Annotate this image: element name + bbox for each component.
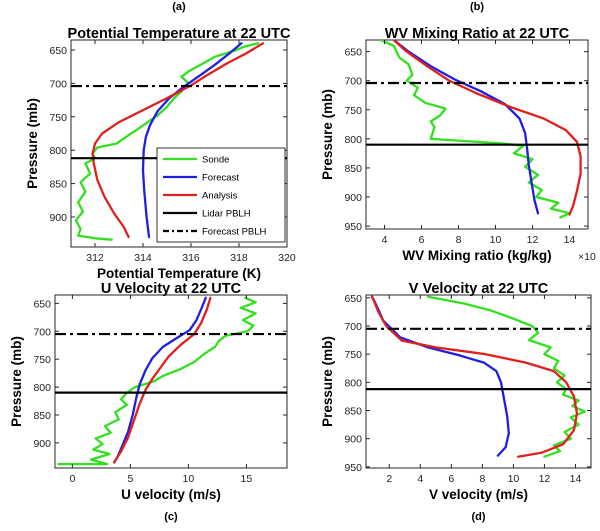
y-tick-label: 800 xyxy=(344,377,362,389)
y-tick-label: 800 xyxy=(33,382,51,394)
y-tick-label: 850 xyxy=(33,410,51,422)
panel-c: 0 5 10 15 650 700 750 800 850 900 U Velocity at 22… xyxy=(9,281,288,523)
y-tick-label: 750 xyxy=(49,112,67,124)
y-tick-label: 750 xyxy=(344,105,362,117)
series-line-sonde xyxy=(74,42,260,241)
x-axis-label: V velocity (m/s) xyxy=(429,487,528,502)
plot-area xyxy=(365,294,592,469)
x-axis-label: WV Mixing ratio (kg/kg) xyxy=(402,248,551,263)
x-multiplier: ×10 xyxy=(578,251,596,263)
x-tick-label: 15 xyxy=(241,473,253,485)
x-tick-label: 14 xyxy=(564,234,576,246)
x-tick-label: 320 xyxy=(278,252,296,264)
panel-a: 312 314 316 318 320 650 700 750 800 850 900 Potenti… xyxy=(25,1,296,281)
plot-content xyxy=(71,42,287,241)
y-tick-label: 900 xyxy=(49,212,67,224)
panel-letter: (c) xyxy=(164,511,178,523)
x-tick-label: 12 xyxy=(539,473,551,485)
y-tick-label: 800 xyxy=(49,145,67,157)
y-tick-label: 650 xyxy=(33,298,51,310)
y-tick-label: 700 xyxy=(344,76,362,88)
y-tick-label: 750 xyxy=(33,354,51,366)
y-axis-label: Pressure (mb) xyxy=(320,336,335,427)
panel-title: V Velocity at 22 UTC xyxy=(409,281,549,297)
plot-content xyxy=(366,40,588,219)
y-tick-label: 700 xyxy=(344,321,362,333)
x-tick-label: 316 xyxy=(182,252,200,264)
series-line-sonde xyxy=(57,296,257,466)
x-tick-label: 6 xyxy=(419,234,425,246)
legend: Sonde Forecast Analysis Lidar PBLH Forecast … xyxy=(156,147,286,243)
series-line-analysis xyxy=(113,296,212,464)
x-tick-label: 5 xyxy=(127,473,133,485)
y-axis-label: Pressure (mb) xyxy=(25,98,40,189)
legend-label-analysis: Analysis xyxy=(202,191,238,202)
series-line-forecast xyxy=(113,296,207,464)
series-line-sonde xyxy=(426,295,586,458)
y-tick-label: 850 xyxy=(49,179,67,191)
x-tick-label: 10 xyxy=(183,473,195,485)
y-tick-label: 650 xyxy=(344,47,362,59)
y-tick-label: 800 xyxy=(344,134,362,146)
x-tick-label: 14 xyxy=(570,473,582,485)
series-line-analysis xyxy=(392,40,582,216)
y-tick-label: 900 xyxy=(344,192,362,204)
panel-title: Potential Temperature at 22 UTC xyxy=(68,26,291,42)
panel-b: 4 6 8 10 12 14 650 700 750 800 850 900 950 WV Mixing … xyxy=(320,1,596,263)
x-tick-label: 10 xyxy=(508,473,520,485)
y-tick-label: 650 xyxy=(49,45,67,57)
x-tick-label: 312 xyxy=(86,252,104,264)
series-line-forecast xyxy=(141,42,243,239)
panel-title: WV Mixing Ratio at 22 UTC xyxy=(385,26,570,42)
y-tick-label: 700 xyxy=(49,78,67,90)
x-tick-label: 2 xyxy=(386,473,392,485)
x-tick-label: 8 xyxy=(456,234,462,246)
x-tick-label: 4 xyxy=(382,234,388,246)
y-tick-label: 850 xyxy=(344,163,362,175)
x-tick-label: 0 xyxy=(69,473,75,485)
legend-label-forecast: Forecast xyxy=(202,173,239,184)
panel-letter: (a) xyxy=(172,1,186,13)
y-tick-label: 750 xyxy=(344,349,362,361)
x-tick-label: 10 xyxy=(490,234,502,246)
y-tick-label: 900 xyxy=(344,434,362,446)
x-axis-label: Potential Temperature (K) xyxy=(97,266,261,281)
y-tick-label: 650 xyxy=(344,293,362,305)
series-line-analysis xyxy=(371,295,579,458)
legend-label-sonde: Sonde xyxy=(202,155,229,166)
series-line-forecast xyxy=(392,40,540,215)
x-tick-label: 314 xyxy=(134,252,152,264)
legend-label-lidar_pblh: Lidar PBLH xyxy=(202,209,251,220)
series-line-analysis xyxy=(91,42,265,239)
x-tick-label: 12 xyxy=(527,234,539,246)
panel-d: 2 4 6 8 10 12 14 650 700 750 800 850 900 950 V Velocit… xyxy=(320,281,592,523)
x-tick-label: 4 xyxy=(417,473,423,485)
y-tick-label: 950 xyxy=(344,221,362,233)
x-tick-label: 318 xyxy=(230,252,248,264)
plot-area xyxy=(54,294,288,469)
y-axis-label: Pressure (mb) xyxy=(9,336,24,427)
plot-area xyxy=(365,39,589,230)
plot-content xyxy=(55,296,287,466)
y-tick-label: 700 xyxy=(33,326,51,338)
x-tick-label: 6 xyxy=(448,473,454,485)
x-axis-label: U velocity (m/s) xyxy=(121,487,221,502)
y-tick-label: 950 xyxy=(344,462,362,474)
y-axis-label: Pressure (mb) xyxy=(320,89,335,180)
panel-title: U Velocity at 22 UTC xyxy=(101,281,242,297)
panel-letter: (d) xyxy=(471,511,485,523)
y-tick-label: 900 xyxy=(33,438,51,450)
plot-content xyxy=(366,295,591,458)
x-tick-label: 8 xyxy=(479,473,485,485)
legend-label-forecast_pblh: Forecast PBLH xyxy=(202,227,267,238)
y-tick-label: 850 xyxy=(344,406,362,418)
series-line-sonde xyxy=(379,40,571,219)
panel-letter: (b) xyxy=(470,1,484,13)
